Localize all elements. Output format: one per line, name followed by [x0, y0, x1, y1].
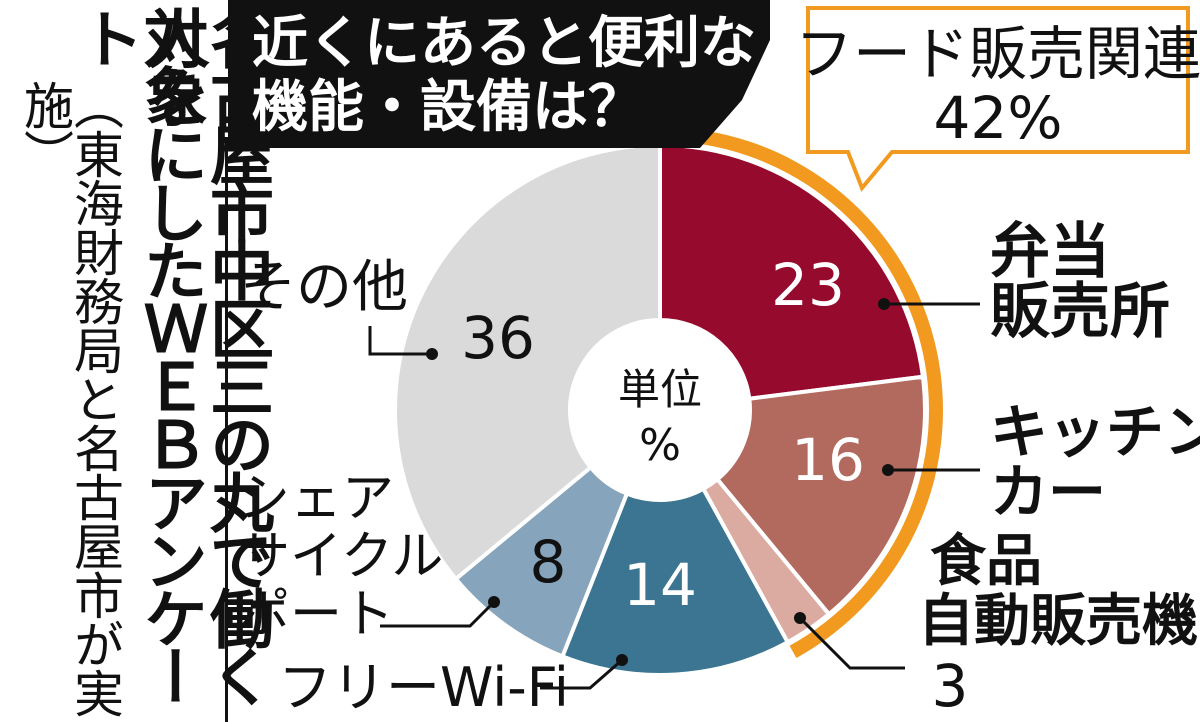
leader-line-4: [380, 600, 496, 628]
center-label-unit: 単位: [618, 365, 702, 414]
slice-label-0-line1: 弁当: [990, 217, 1110, 287]
group-callout-value: 42%: [934, 84, 1063, 152]
leader-line-3: [540, 658, 623, 690]
group-callout-box: [806, 6, 1190, 192]
title-line2: 機能・設備は？: [252, 75, 644, 140]
pie-slice-0: [658, 142, 926, 401]
slice-label-1-line1: キッチン: [990, 398, 1200, 466]
slice-label-4-line2: サイクル: [238, 527, 443, 587]
center-label-percent: %: [639, 420, 681, 471]
value-label-3: 14: [623, 551, 697, 619]
value-label-5: 36: [461, 304, 535, 372]
source-note-line2: 対象にしたＷＥＢアンケート: [69, 6, 207, 702]
pie-slice-1: [714, 374, 927, 618]
slice-label-1-line2: カー: [990, 458, 1106, 526]
leader-line-5: [368, 326, 432, 356]
pie-slice-5: [393, 142, 662, 582]
value-label-2-outside: 3: [932, 652, 969, 720]
leader-line-2: [798, 616, 905, 670]
title-box: [228, 0, 770, 148]
leader-dot-2: [794, 612, 806, 624]
slice-label-2-line1: 食品: [930, 529, 1042, 594]
leader-dot-4: [488, 596, 500, 608]
value-label-0: 23: [771, 251, 845, 319]
value-label-4: 8: [530, 528, 567, 596]
leader-dot-5: [426, 348, 438, 360]
slice-label-3: フリーWi-Fi: [278, 656, 569, 719]
group-callout-label: フード販売関連: [795, 20, 1200, 88]
divider-line: [225, 140, 228, 722]
leader-dot-1: [882, 464, 894, 476]
pie-slice-3: [559, 486, 791, 677]
slice-label-4-line3: ポート: [238, 585, 394, 645]
slice-label-4-line1: シェア: [238, 469, 394, 529]
value-label-1: 16: [791, 426, 865, 494]
source-note-line3: （東海財務局と名古屋市が実施）: [16, 80, 124, 717]
slice-label-2-line2: 自動販売機: [918, 589, 1198, 654]
title-line1: 近くにあると便利な: [252, 11, 756, 76]
slice-label-5: その他: [240, 255, 408, 320]
leader-dot-3: [616, 654, 628, 666]
slice-label-0-line2: 販売所: [990, 277, 1170, 347]
leader-dot-0: [878, 298, 890, 310]
